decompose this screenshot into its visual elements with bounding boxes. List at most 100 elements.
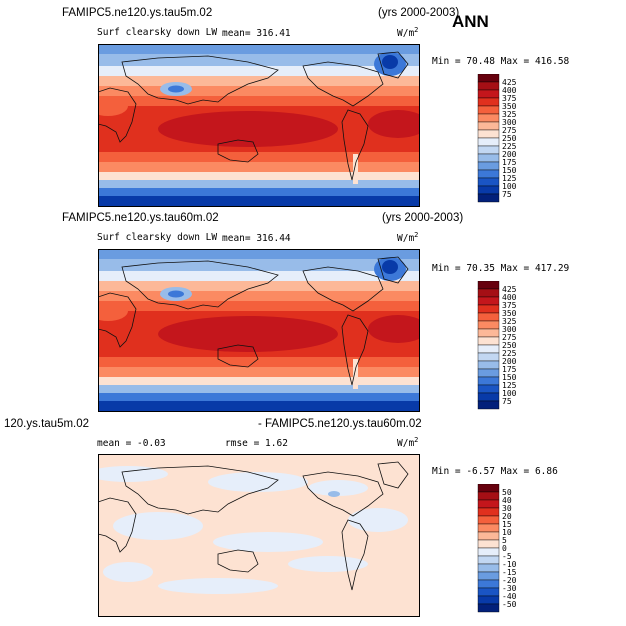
colorbar-box [477, 587, 500, 597]
colorbar-box [477, 74, 500, 83]
panel3-mean: mean = -0.03 [97, 438, 166, 449]
colorbar-box [477, 161, 500, 171]
colorbar-tick-label: 375 [502, 301, 517, 310]
panel3-units: W/m2 [397, 436, 419, 450]
colorbar-tick-label: 425 [502, 78, 517, 87]
colorbar-tick-label: 150 [502, 166, 517, 175]
colorbar-tick-label: 400 [502, 293, 517, 302]
colorbar-box [477, 384, 500, 394]
colorbar-box [477, 579, 500, 589]
colorbar-box [477, 515, 500, 525]
colorbar-box [477, 153, 500, 163]
colorbar-tick-label: 40 [502, 496, 512, 505]
colorbar-box [477, 312, 500, 322]
colorbar-box [477, 304, 500, 314]
colorbar-tick-label: 5 [502, 536, 507, 545]
colorbar-box [477, 336, 500, 346]
colorbar-tick-label: 225 [502, 142, 517, 151]
colorbar-tick-label: -40 [502, 592, 517, 601]
panel2-mean: mean= 316.44 [222, 233, 291, 244]
panel3-rmse: rmse = 1.62 [225, 438, 288, 449]
colorbar-tick-label: 15 [502, 520, 512, 529]
panel1-mean: mean= 316.41 [222, 28, 291, 39]
colorbar-box [477, 105, 500, 115]
colorbar-box [477, 177, 500, 187]
colorbar-tick-label: 30 [502, 504, 512, 513]
colorbar-tick-label: -10 [502, 560, 517, 569]
colorbar-tick-label: 200 [502, 150, 517, 159]
panel3-case-title: 120.ys.tau5m.02 [4, 418, 90, 430]
colorbar-tick-label: 350 [502, 102, 517, 111]
colorbar-box [477, 392, 500, 402]
colorbar-tick-label: -30 [502, 584, 517, 593]
panel1-map [98, 44, 420, 207]
colorbar-tick-label: -50 [502, 600, 517, 609]
panel1-years: (yrs 2000-2003) [378, 7, 460, 19]
colorbar-box [477, 89, 500, 99]
colorbar-box [477, 288, 500, 298]
colorbar-tick-label: 100 [502, 389, 517, 398]
panel2-minmax: Min = 70.35 Max = 417.29 [432, 263, 570, 274]
panel1-colorbar: 4254003753503253002752502252001751501251… [477, 74, 517, 203]
colorbar-tick-label: 400 [502, 86, 517, 95]
colorbar-box [477, 193, 500, 203]
colorbar-box [477, 368, 500, 378]
colorbar-box [477, 484, 500, 493]
colorbar-tick-label: -15 [502, 568, 517, 577]
colorbar-tick-label: 100 [502, 182, 517, 191]
colorbar-box [477, 344, 500, 354]
panel2-map [98, 249, 420, 412]
panel1-minmax: Min = 70.48 Max = 416.58 [432, 56, 570, 67]
colorbar-tick-label: 75 [502, 190, 512, 199]
colorbar-box [477, 507, 500, 517]
colorbar-box [477, 523, 500, 533]
colorbar-box [477, 328, 500, 338]
colorbar-box [477, 360, 500, 370]
panel3-case-title-right: - FAMIPC5.ne120.ys.tau60m.02 [258, 418, 422, 430]
colorbar-box [477, 555, 500, 565]
colorbar-tick-label: 50 [502, 488, 512, 497]
colorbar-box [477, 499, 500, 509]
colorbar-tick-label: 275 [502, 333, 517, 342]
colorbar-tick-label: 75 [502, 397, 512, 406]
colorbar-tick-label: 300 [502, 325, 517, 334]
colorbar-tick-label: -5 [502, 552, 512, 561]
colorbar-tick-label: 375 [502, 94, 517, 103]
colorbar-box [477, 81, 500, 91]
panel2-case-title: FAMIPC5.ne120.ys.tau60m.02 [62, 212, 219, 224]
colorbar-box [477, 400, 500, 410]
colorbar-tick-label: 150 [502, 373, 517, 382]
colorbar-tick-label: 225 [502, 349, 517, 358]
colorbar-box [477, 137, 500, 147]
colorbar-box [477, 113, 500, 123]
colorbar-tick-label: 0 [502, 544, 507, 553]
colorbar-box [477, 595, 500, 605]
colorbar-tick-label: 250 [502, 341, 517, 350]
colorbar-box [477, 129, 500, 139]
colorbar-tick-label: 20 [502, 512, 512, 521]
colorbar-tick-label: 175 [502, 365, 517, 374]
colorbar-box [477, 376, 500, 386]
colorbar-tick-label: 125 [502, 381, 517, 390]
colorbar-box [477, 539, 500, 549]
colorbar-tick-label: 325 [502, 317, 517, 326]
colorbar-tick-label: 175 [502, 158, 517, 167]
panel1-units: W/m2 [397, 26, 419, 40]
panel2-variable: Surf clearsky down LW [97, 232, 218, 243]
colorbar-box [477, 145, 500, 155]
colorbar-box [477, 531, 500, 541]
colorbar-tick-label: 300 [502, 118, 517, 127]
colorbar-box [477, 97, 500, 107]
panel1-variable: Surf clearsky down LW [97, 27, 218, 38]
colorbar-tick-label: 125 [502, 174, 517, 183]
colorbar-tick-label: 425 [502, 285, 517, 294]
colorbar-box [477, 281, 500, 290]
colorbar-box [477, 547, 500, 557]
colorbar-box [477, 320, 500, 330]
colorbar-box [477, 185, 500, 195]
colorbar-box [477, 491, 500, 501]
colorbar-tick-label: 250 [502, 134, 517, 143]
colorbar-tick-label: 200 [502, 357, 517, 366]
colorbar-tick-label: 350 [502, 309, 517, 318]
